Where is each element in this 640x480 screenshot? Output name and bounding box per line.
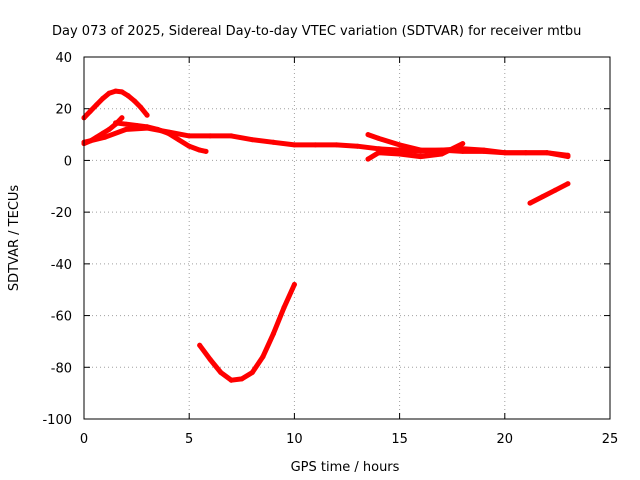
y-axis-label: SDTVAR / TECUs — [7, 185, 22, 292]
data-point — [270, 331, 276, 337]
data-point — [94, 102, 100, 108]
data-point — [138, 104, 144, 110]
data-point — [218, 370, 224, 375]
data-point — [376, 150, 382, 156]
data-point — [165, 129, 171, 135]
data-point — [565, 152, 571, 158]
data-point — [527, 200, 533, 206]
y-tick-label: -80 — [51, 361, 72, 376]
data-point — [100, 95, 106, 101]
data-point — [418, 147, 424, 153]
data-point — [125, 93, 131, 99]
data-series — [81, 88, 571, 383]
data-point — [397, 151, 403, 157]
data-point — [291, 142, 297, 148]
data-point — [119, 89, 125, 95]
x-tick-label: 5 — [185, 432, 193, 447]
x-tick-label: 0 — [80, 432, 88, 447]
data-point — [176, 137, 182, 143]
data-point — [207, 357, 213, 362]
data-point — [228, 377, 234, 383]
data-point — [291, 282, 297, 287]
data-point — [100, 130, 106, 136]
data-point — [113, 88, 119, 94]
data-point — [113, 120, 119, 126]
data-point — [281, 305, 287, 311]
y-tick-label: -60 — [51, 310, 72, 325]
data-point — [203, 148, 209, 154]
data-point — [106, 90, 112, 96]
data-point — [460, 141, 466, 147]
y-tick-label: -40 — [51, 258, 72, 273]
plot-frame — [83, 56, 611, 420]
data-point — [540, 194, 546, 200]
data-point — [418, 154, 424, 160]
data-point — [460, 146, 466, 152]
data-point — [270, 139, 276, 145]
series-arc-lower-dip — [197, 282, 297, 383]
x-axis-label: GPS time / hours — [291, 460, 400, 475]
data-point — [207, 133, 213, 139]
data-point — [502, 150, 508, 156]
x-tick-labels: 0 5 10 15 20 25 — [80, 432, 618, 447]
data-point — [376, 135, 382, 141]
data-point — [355, 143, 360, 149]
y-tick-label: 20 — [55, 103, 72, 118]
y-tick-label: -100 — [42, 413, 72, 428]
x-tick-label: 10 — [286, 432, 303, 447]
data-point — [144, 125, 150, 131]
chart-title: Day 073 of 2025, Sidereal Day-to-day VTE… — [52, 24, 581, 39]
data-point — [106, 126, 112, 132]
data-point — [334, 142, 339, 148]
data-point — [565, 181, 571, 187]
data-point — [239, 376, 245, 382]
data-point — [87, 108, 93, 114]
data-point — [119, 115, 125, 121]
data-point — [544, 150, 550, 156]
data-point — [365, 156, 371, 162]
x-tick-label: 20 — [497, 432, 514, 447]
data-point — [523, 150, 529, 156]
y-tick-labels: -100 -80 -60 -40 -20 0 20 40 — [42, 51, 72, 428]
data-point — [249, 137, 255, 143]
y-tick-label: 40 — [55, 51, 72, 66]
data-point — [552, 187, 558, 193]
data-point — [312, 142, 318, 148]
data-point — [132, 98, 137, 104]
data-point — [249, 370, 255, 375]
data-point — [102, 134, 108, 140]
data-point — [123, 126, 129, 132]
data-point — [376, 146, 382, 152]
data-point — [197, 342, 203, 348]
data-point — [228, 133, 234, 139]
series-arc-late-c — [527, 181, 571, 206]
grid-lines — [84, 57, 610, 419]
x-tick-label: 15 — [391, 432, 408, 447]
y-tick-label: -20 — [51, 206, 72, 221]
data-point — [260, 354, 266, 360]
data-point — [365, 132, 371, 138]
data-point — [186, 133, 192, 139]
data-point — [197, 147, 203, 153]
data-point — [439, 151, 445, 157]
data-point — [186, 143, 192, 149]
data-point — [397, 142, 403, 148]
data-point — [397, 147, 403, 153]
y-tick-label: 0 — [64, 154, 72, 169]
data-point — [144, 112, 150, 118]
data-point — [481, 147, 487, 153]
data-point — [123, 121, 129, 127]
x-tick-label: 25 — [602, 432, 619, 447]
